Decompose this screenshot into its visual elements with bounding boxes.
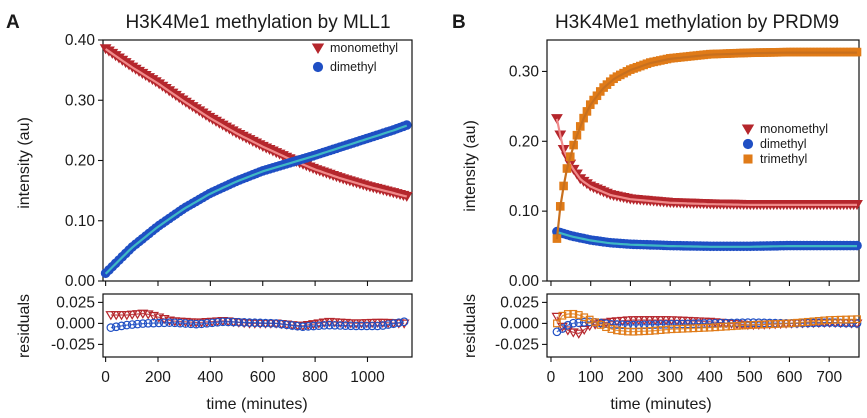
panel-b-trimethyl-residual-point — [596, 321, 605, 329]
panel-a: A H3K4Me1 methylation by MLL1 intensity … — [6, 12, 413, 413]
panel-b-dimethyl-series — [552, 226, 862, 252]
panel-b-title: H3K4Me1 methylation by PRDM9 — [555, 12, 839, 33]
panel-a-xtick-label: 1000 — [350, 369, 385, 386]
panel-b-xlabel: time (minutes) — [610, 396, 711, 413]
panel-a-xtick-label: 200 — [145, 369, 171, 386]
panel-b-dimethyl-legend-label: dimethyl — [760, 137, 807, 151]
panel-b-trimethyl-residual-point — [553, 319, 561, 328]
panel-b-xtick-label: 400 — [697, 369, 723, 386]
panel-a-xtick-label: 800 — [302, 369, 328, 386]
panel-b-monomethyl-legend-label: monomethyl — [760, 122, 828, 136]
panel-b-trimethyl-legend-marker — [743, 154, 753, 164]
panel-b-xtick-label: 600 — [777, 369, 803, 386]
panel-a-dimethyl-residual-point — [399, 317, 409, 327]
panel-a-ytick-label: 0.20 — [65, 153, 96, 170]
panel-b-residual-ytick-label: -0.025 — [495, 336, 539, 353]
panel-b-dimethyl-legend-marker — [742, 138, 754, 150]
panel-b-residual-frame — [546, 293, 860, 358]
panel-a-plot: 0.00 0.10 0.20 0.30 0.40 -0.025 0.000 0.025 0 200… — [51, 32, 413, 386]
panel-a-dimethyl-residual-point — [394, 318, 404, 328]
panel-a-residual-ytick-label: -0.025 — [51, 336, 95, 353]
panel-a-monomethyl-legend-marker — [311, 43, 325, 55]
panel-a-ylabel: intensity (au) — [16, 117, 33, 209]
panel-b-trimethyl-residual-point — [607, 325, 616, 333]
panel-b-ylabel: intensity (au) — [462, 120, 479, 212]
panel-a-ytick-label: 0.10 — [65, 213, 96, 230]
panel-b-residual-ytick-label: 0.025 — [500, 294, 539, 311]
panel-b-ytick-label: 0.10 — [509, 203, 540, 220]
panel-a-dimethyl-residual-line — [110, 321, 405, 329]
panel-b-plot: 0.00 0.10 0.20 0.30 -0.025 0.000 0.025 0 100 200 3… — [495, 39, 863, 386]
panel-a-xtick-label: 600 — [250, 369, 276, 386]
panel-b-residual-ytick-label: 0.000 — [500, 315, 539, 332]
panel-b-xtick-label: 0 — [547, 369, 556, 386]
panel-b-trimethyl-fit-line — [555, 51, 857, 240]
panel-b-trimethyl-legend-label: trimethyl — [760, 152, 807, 166]
panel-b-xtick-label: 200 — [618, 369, 644, 386]
panel-b-trimethyl-residual-point — [585, 315, 594, 324]
panel-a-xlabel: time (minutes) — [206, 396, 307, 413]
panel-b-dimethyl-fit-line — [556, 231, 857, 248]
panel-b-ytick-label: 0.30 — [509, 63, 540, 80]
panel-b-ytick-label: 0.00 — [509, 273, 540, 290]
panel-a-dimethyl-legend-label: dimethyl — [330, 60, 377, 74]
panel-b-trimethyl-series — [552, 47, 862, 243]
panel-b-ytick-label: 0.20 — [509, 133, 540, 150]
panel-a-monomethyl-legend-label: monomethyl — [330, 41, 398, 55]
panel-b-letter: B — [452, 12, 466, 33]
panel-b: B H3K4Me1 methylation by PRDM9 intensity… — [452, 12, 863, 413]
panel-b-monomethyl-legend-marker — [741, 124, 755, 136]
panel-b-monomethyl-fit-line — [555, 118, 857, 206]
panel-a-residual-ytick-label: 0.025 — [56, 294, 95, 311]
panel-a-residual-frame — [102, 293, 413, 358]
panel-a-ytick-label: 0.40 — [65, 32, 96, 49]
panel-a-residual-label: residuals — [16, 294, 33, 358]
panel-b-xtick-label: 300 — [657, 369, 683, 386]
panel-b-residual-label: residuals — [462, 294, 479, 358]
panel-b-monomethyl-residual-point — [573, 329, 585, 339]
panel-a-xtick-label: 400 — [197, 369, 223, 386]
panel-a-dimethyl-fit-line — [104, 124, 408, 275]
panel-a-dimethyl-residuals — [106, 317, 409, 332]
panel-b-trimethyl-residual-point — [574, 311, 583, 319]
panel-a-dimethyl-residual-point — [106, 323, 116, 332]
panel-b-main-frame — [546, 39, 860, 282]
panel-a-dimethyl-residual-point — [389, 319, 398, 328]
panel-a-legend: monomethyl dimethyl — [311, 41, 398, 74]
panel-b-monomethyl-series — [551, 114, 863, 211]
panel-b-trimethyl-residual-point — [580, 313, 589, 322]
panel-b-trimethyl-residual-point — [602, 323, 610, 332]
panel-a-dimethyl-series — [100, 120, 412, 279]
panel-b-trimethyl-residuals — [553, 309, 861, 336]
panel-b-trimethyl-residual-point — [558, 311, 567, 320]
panel-b-xtick-label: 500 — [737, 369, 763, 386]
panel-a-letter: A — [6, 12, 20, 33]
panel-a-ytick-label: 0.30 — [65, 92, 96, 109]
panel-b-xtick-label: 700 — [816, 369, 842, 386]
panel-b-trimethyl-residual-point — [591, 318, 600, 327]
panel-a-xtick-label: 0 — [101, 369, 110, 386]
panel-a-ytick-label: 0.00 — [65, 273, 96, 290]
panel-b-trimethyl-residual-line — [556, 313, 858, 333]
panel-a-residual-ytick-label: 0.000 — [56, 315, 95, 332]
panel-a-monomethyl-fit-line — [104, 48, 408, 198]
panel-b-dimethyl-residual-point — [563, 320, 573, 330]
panel-a-title: H3K4Me1 methylation by MLL1 — [125, 12, 390, 33]
panel-b-xtick-label: 100 — [578, 369, 604, 386]
panel-a-dimethyl-residual-point — [383, 320, 393, 329]
panel-a-dimethyl-legend-marker — [312, 61, 324, 73]
panel-a-dimethyl-point — [401, 120, 412, 130]
